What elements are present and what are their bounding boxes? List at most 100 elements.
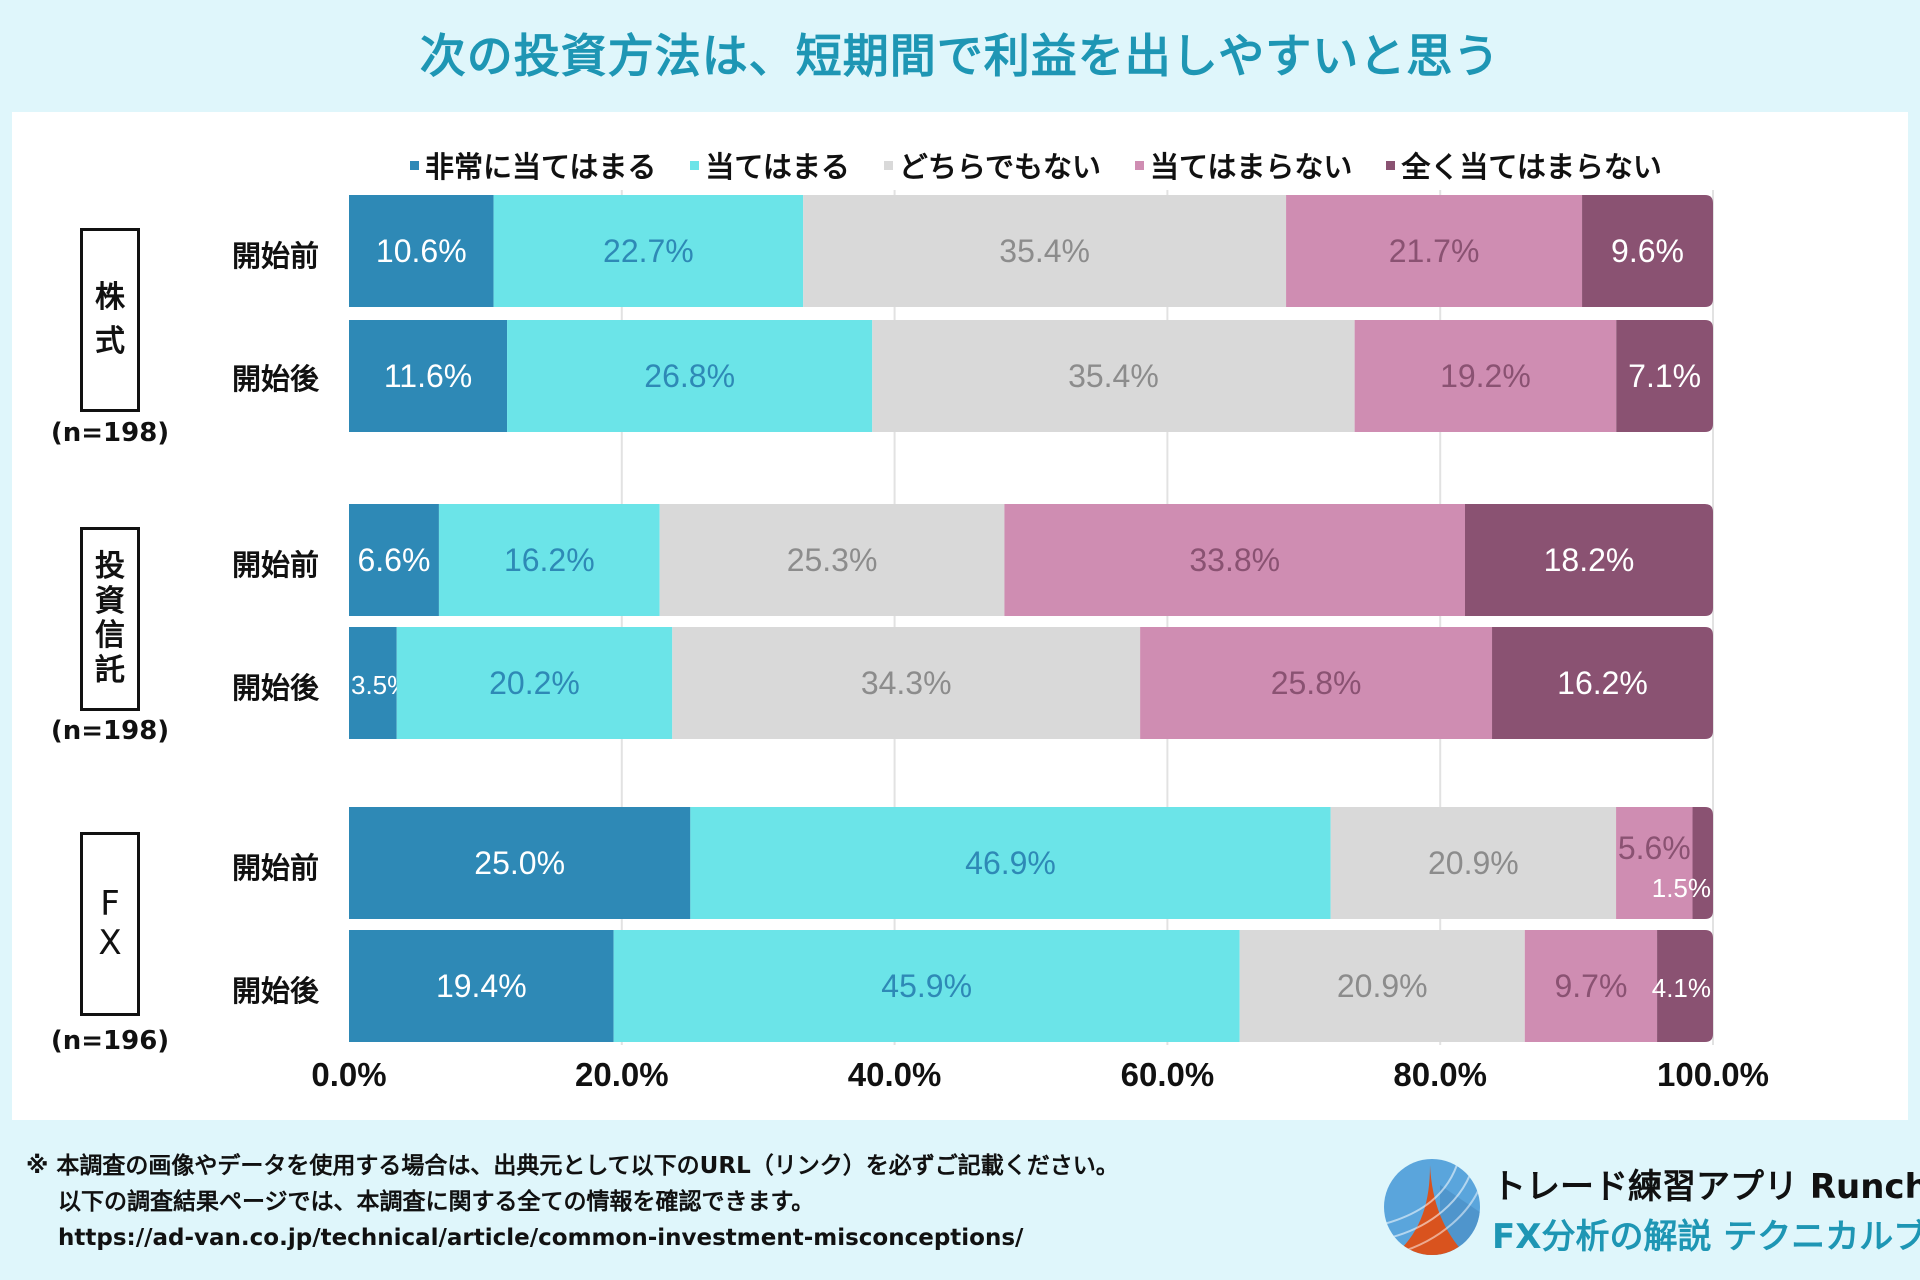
x-tick-label: 80.0% [1393,1056,1487,1093]
bar-segment [690,807,1331,919]
data-label: 25.3% [787,542,878,578]
legend-label: 当てはまらない [1149,150,1353,184]
data-label: 46.9% [965,845,1056,881]
bar-segment [613,930,1240,1042]
row-label-fx-after: 開始後 [232,974,320,1008]
data-label: 16.2% [504,542,595,578]
brand: トレード練習アプリ Runcha FX分析の解説 テクニカルブック [1380,1155,1920,1265]
data-label: 4.1% [1652,973,1711,1003]
bar-segment [396,627,673,739]
brand-subtitle: FX分析の解説 テクニカルブック [1492,1217,1920,1257]
category-char: 信 [95,618,125,653]
data-label: 10.6% [376,233,467,269]
bar-segment [1582,195,1713,307]
data-label: 9.6% [1611,233,1684,269]
legend-swatch [1134,160,1144,170]
runcha-logo-icon [1384,1159,1480,1255]
bar-segment [1330,807,1617,919]
bar-segment [349,627,397,739]
chart-title: 次の投資方法は、短期間で利益を出しやすいと思う [419,29,1501,83]
bar-segment [1004,504,1465,616]
bar-segment [349,195,494,307]
bar-segment [349,930,614,1042]
bar-segment [1239,930,1525,1042]
legend-item-applicable: 当てはまる [690,144,850,186]
bar-segment [872,320,1355,432]
footer-note-line1: ※ 本調査の画像やデータを使用する場合は、出典元として以下のURL（リンク）を必… [26,1153,1119,1179]
bar-segment [349,807,691,919]
bar-segment [1286,195,1583,307]
row-label-fx-before: 開始前 [232,851,320,885]
legend-item-neutral: どちらでもない [883,144,1101,186]
data-label: 7.1% [1628,358,1701,394]
category-box-mutual-funds: 投 資 信 託 [80,527,140,711]
category-n-stocks: (n=198) [50,418,170,448]
legend-item-not-applicable: 当てはまらない [1134,144,1353,186]
legend-label: 当てはまる [705,150,850,184]
legend-label: どちらでもない [898,150,1101,184]
data-label: 1.5% [1652,873,1711,903]
bar-segment [659,504,1005,616]
data-label: 18.2% [1544,542,1635,578]
data-label: 33.8% [1189,542,1280,578]
legend-label: 非常に当てはまる [425,150,657,184]
x-tick-label: 0.0% [311,1056,386,1093]
data-label: 22.7% [603,233,694,269]
bar-segment [1616,807,1693,919]
legend-item-not-at-all: 全く当てはまらない [1386,144,1662,186]
legend-swatch [883,160,893,170]
bar-segment [1692,807,1713,919]
category-char: 資 [95,583,125,619]
legend-swatch [410,160,419,170]
footer-url-link[interactable]: https://ad-van.co.jp/technical/article/c… [58,1225,1024,1251]
row-label-funds-before: 開始前 [232,548,320,582]
row-label-funds-after: 開始後 [232,671,320,705]
bar-segment [1140,627,1493,739]
legend-label: 全く当てはまらない [1401,150,1662,184]
data-label: 5.6% [1618,830,1691,866]
bar-segment [349,504,439,616]
category-box-fx: F X [80,832,140,1016]
row-label-stocks-after: 開始後 [232,362,320,396]
data-label: 20.2% [489,665,580,701]
footer-note: ※ 本調査の画像やデータを使用する場合は、出典元として以下のURL（リンク）を必… [26,1148,1119,1256]
category-char: 投 [95,549,125,584]
data-label: 20.9% [1337,968,1428,1004]
bar-segment [672,627,1141,739]
legend-swatch [690,160,700,170]
bar-segment [1616,320,1713,432]
legend-item-very-applicable: 非常に当てはまる [410,144,656,186]
legend: 非常に当てはまる 当てはまる どちらでもない 当てはまらない 全く当てはまらない [410,145,1662,185]
category-n-fx: (n=196) [50,1026,170,1056]
brand-title: トレード練習アプリ Runcha [1492,1167,1920,1207]
bar-segment [438,504,660,616]
data-label: 25.8% [1271,665,1362,701]
data-label: 9.7% [1554,968,1627,1004]
bar-segment [1492,627,1713,739]
category-char: 株 [95,279,125,315]
footer-note-line2: 以下の調査結果ページでは、本調査に関する全ての情報を確認できます。 [58,1189,815,1215]
x-tick-label: 20.0% [575,1056,669,1093]
data-label: 25.0% [474,845,565,881]
bar-segment [1657,930,1713,1042]
data-label: 6.6% [357,542,430,578]
data-label: 35.4% [1068,358,1159,394]
data-label: 34.3% [861,665,952,701]
bar-segment [1354,320,1617,432]
bar-segment [507,320,873,432]
x-tick-label: 100.0% [1657,1056,1769,1093]
bar-segment [1524,930,1658,1042]
data-label: 16.2% [1557,665,1648,701]
category-char: 式 [95,324,125,359]
bar-segment [349,320,508,432]
data-label: 11.6% [384,358,472,394]
data-label: 35.4% [999,233,1090,269]
data-label: 20.9% [1428,845,1519,881]
bar-segment [493,195,804,307]
category-char: F [100,883,120,924]
bar-segment [1465,504,1713,616]
category-char: 託 [95,652,125,688]
data-label: 26.8% [644,358,735,394]
legend-swatch [1386,160,1396,170]
